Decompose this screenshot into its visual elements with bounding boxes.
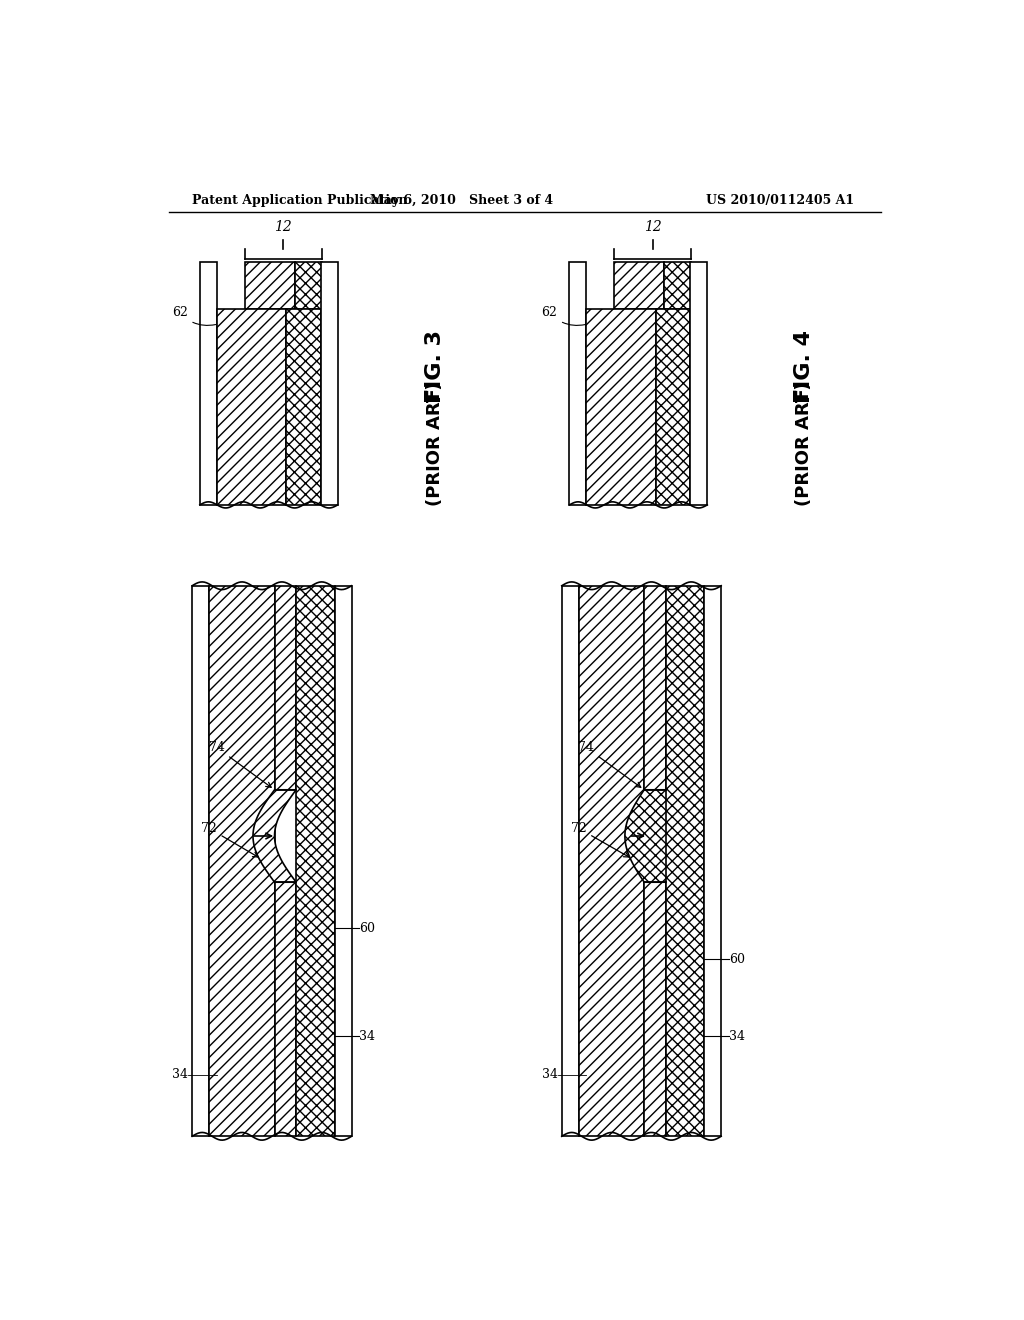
Text: 34: 34 xyxy=(359,1030,375,1043)
Bar xyxy=(644,586,666,789)
Bar xyxy=(200,263,217,506)
Text: 34: 34 xyxy=(172,1068,188,1081)
Text: May 6, 2010   Sheet 3 of 4: May 6, 2010 Sheet 3 of 4 xyxy=(370,194,553,207)
Bar xyxy=(296,586,335,1137)
Text: US 2010/0112405 A1: US 2010/0112405 A1 xyxy=(707,194,854,207)
Bar xyxy=(193,586,209,1137)
Bar xyxy=(295,263,322,309)
Bar xyxy=(245,263,295,309)
Bar xyxy=(587,309,655,506)
Text: 74: 74 xyxy=(209,741,271,787)
Bar xyxy=(274,586,296,789)
Text: 34: 34 xyxy=(729,1030,744,1043)
Bar xyxy=(217,309,286,506)
Bar xyxy=(286,309,321,506)
Bar xyxy=(569,263,587,506)
Text: FIG. 3: FIG. 3 xyxy=(425,330,444,403)
Text: 12: 12 xyxy=(644,220,662,234)
Text: 62: 62 xyxy=(172,306,216,326)
Bar xyxy=(321,263,338,506)
Text: 74: 74 xyxy=(579,741,641,787)
Bar xyxy=(614,263,665,309)
Bar xyxy=(579,586,644,1137)
Bar xyxy=(562,586,579,1137)
Text: 72: 72 xyxy=(570,822,629,857)
Text: (PRIOR ART): (PRIOR ART) xyxy=(426,381,443,506)
Bar xyxy=(644,882,666,1137)
Text: 34: 34 xyxy=(542,1068,558,1081)
Bar xyxy=(705,586,721,1137)
Bar xyxy=(274,882,296,1137)
Polygon shape xyxy=(625,789,680,882)
Text: 72: 72 xyxy=(201,822,258,857)
Text: FIG. 4: FIG. 4 xyxy=(795,330,814,403)
Bar xyxy=(335,586,351,1137)
Text: 60: 60 xyxy=(729,953,744,966)
Text: 62: 62 xyxy=(542,306,586,326)
Bar xyxy=(666,586,705,1137)
Bar xyxy=(665,263,691,309)
Text: 12: 12 xyxy=(274,220,292,234)
Bar xyxy=(655,309,690,506)
Polygon shape xyxy=(253,789,296,882)
Text: (PRIOR ART): (PRIOR ART) xyxy=(796,381,813,506)
Bar xyxy=(209,586,274,1137)
Text: 60: 60 xyxy=(359,921,375,935)
Bar xyxy=(690,263,708,506)
Text: Patent Application Publication: Patent Application Publication xyxy=(193,194,408,207)
